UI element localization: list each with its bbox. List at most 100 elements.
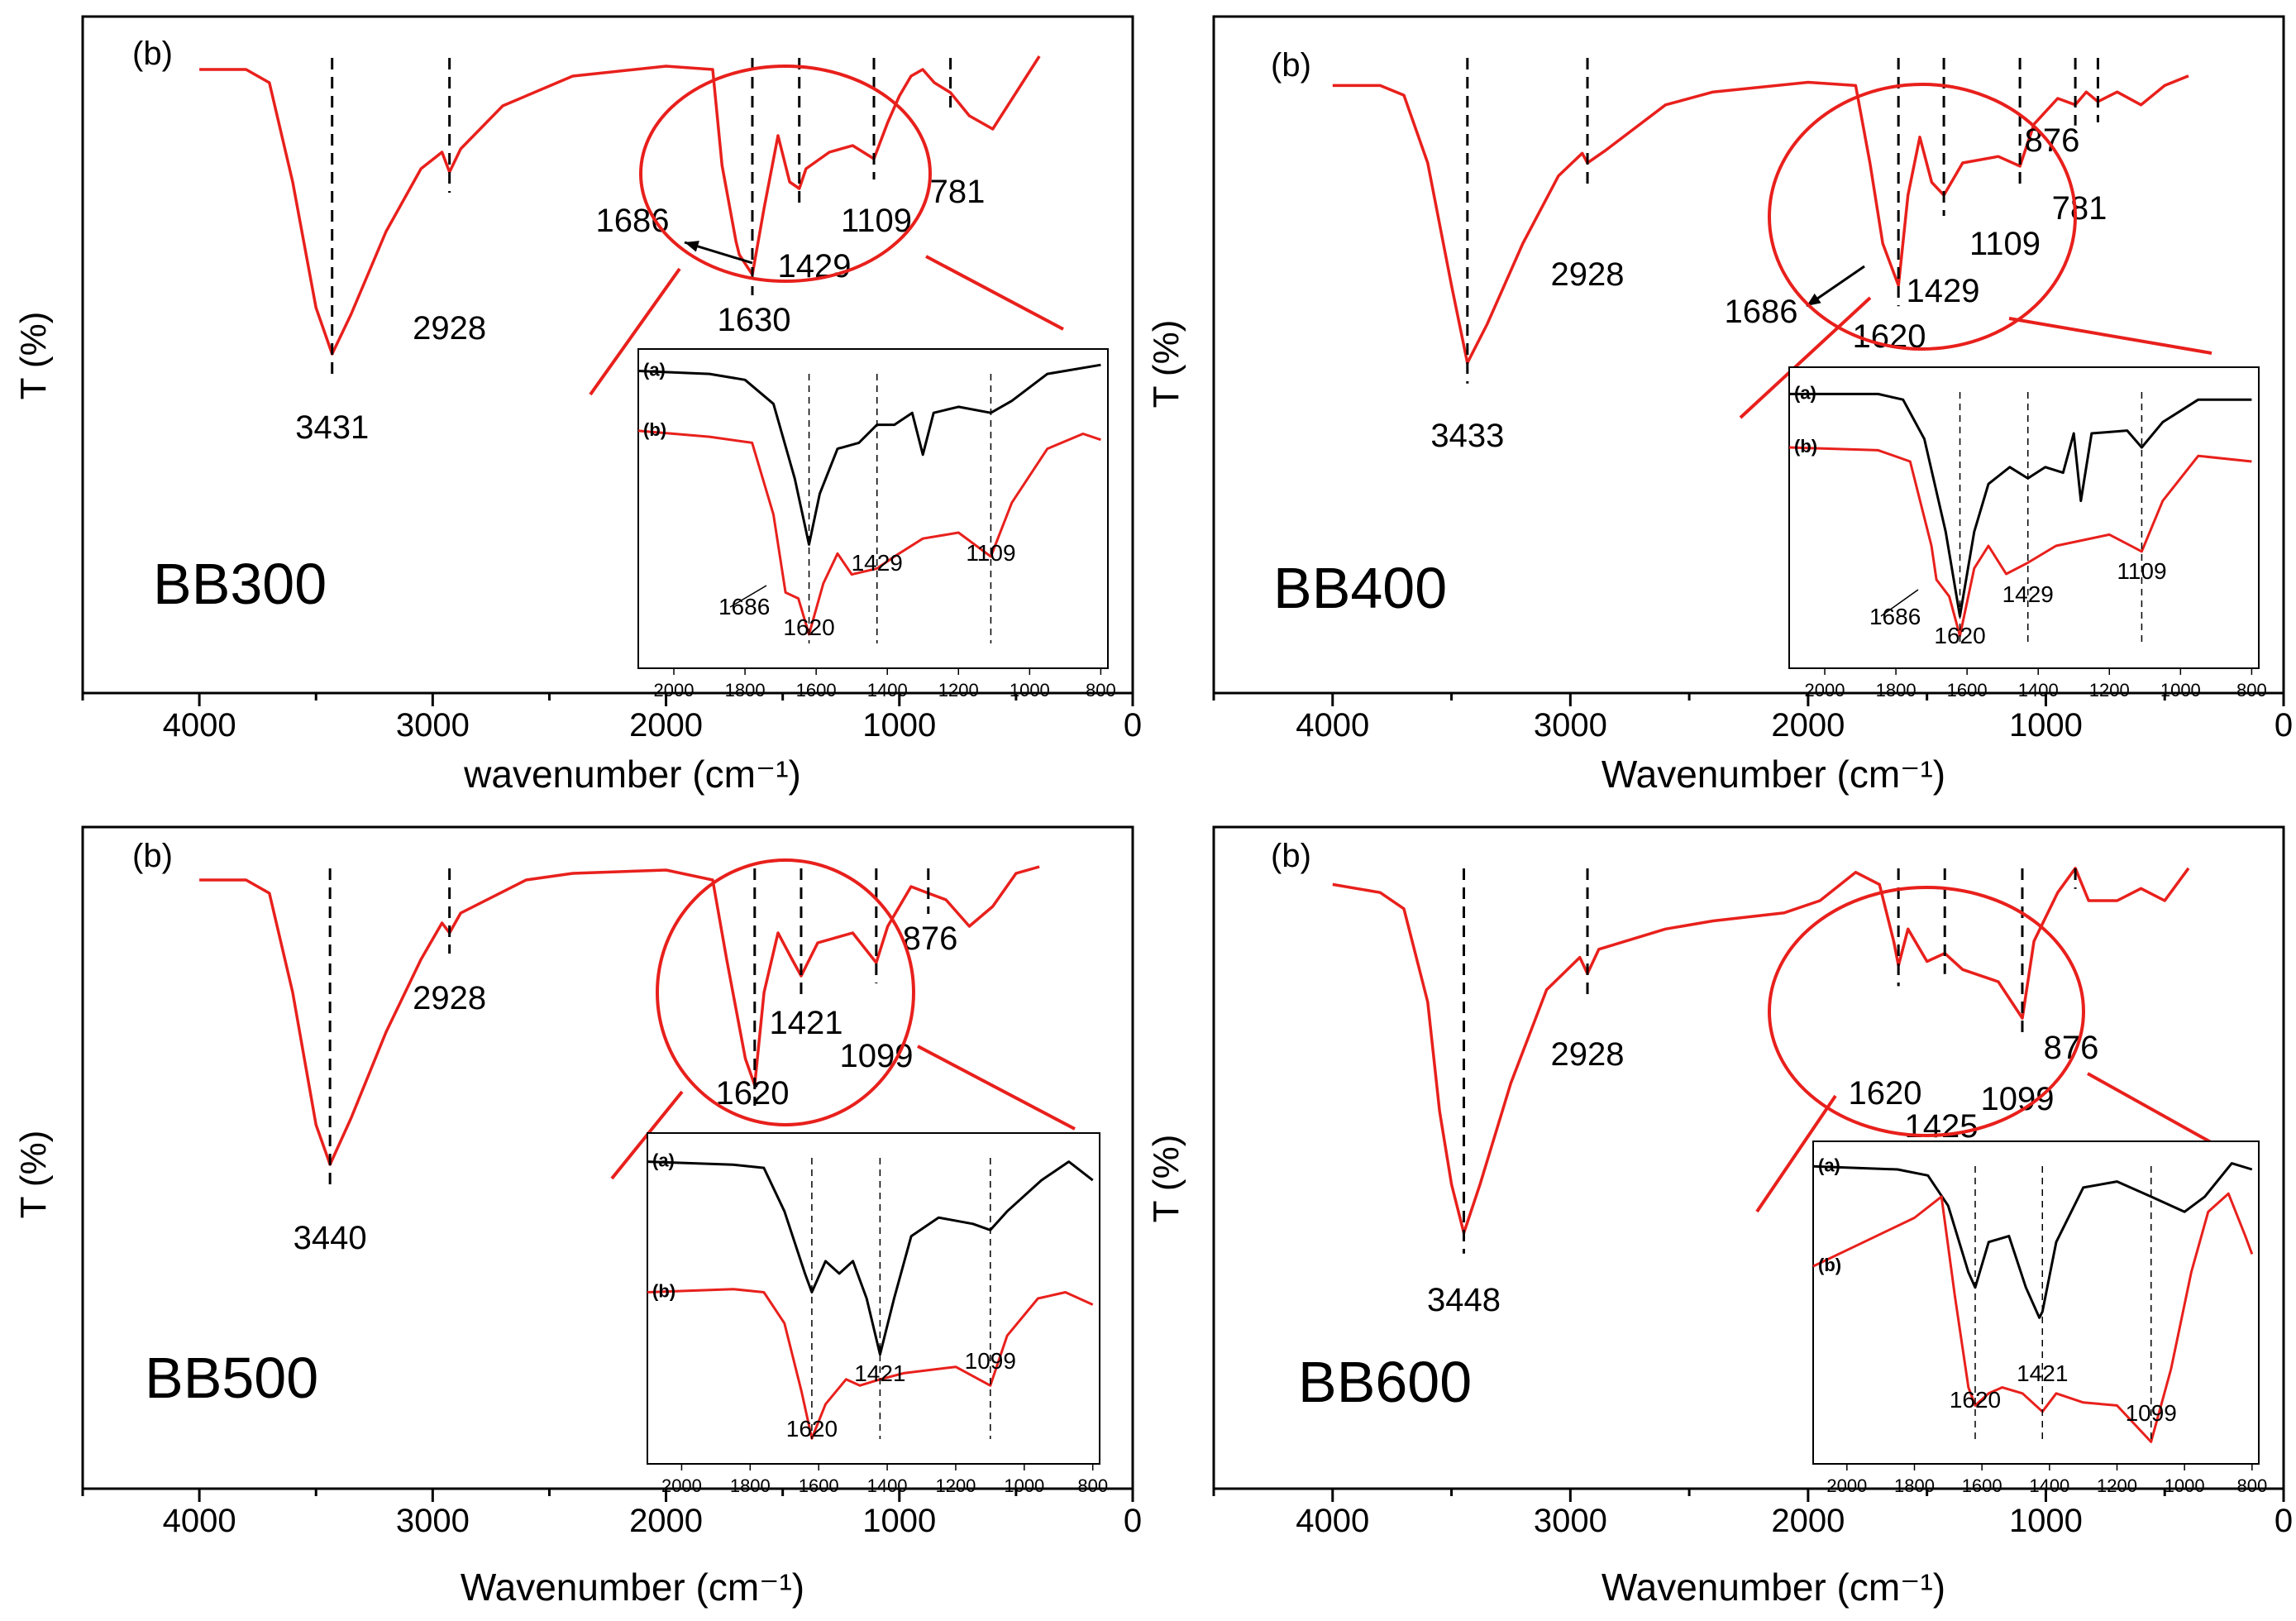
inset-peak-label-1620: 1620: [786, 1416, 838, 1442]
zoom-connector: [925, 255, 1064, 331]
inset-x-tick-label: 1200: [2097, 1475, 2137, 1496]
zoom-circle: [1768, 886, 2085, 1137]
peak-label-1686: 1686: [596, 203, 670, 239]
peak-label-3431: 3431: [295, 409, 369, 446]
inset-x-tick-label: 1400: [2029, 1475, 2069, 1496]
peak-label-2928: 2928: [413, 310, 486, 347]
x-tick-label: 0: [2275, 707, 2293, 744]
peak-label-876: 876: [903, 920, 958, 957]
peak-label-781: 781: [930, 174, 986, 210]
peak-label-2928: 2928: [1551, 256, 1625, 293]
inset-spectrum-a: [1789, 392, 2252, 618]
zoom-connector: [1755, 1094, 1837, 1213]
inset-x-tick-label: 2000: [661, 1475, 702, 1496]
inset-peak-label-1421: 1421: [2017, 1360, 2068, 1386]
series-tag: (b): [132, 838, 173, 874]
panel-label: BB400: [1273, 556, 1447, 620]
inset-x-tick-label: 1000: [2160, 680, 2201, 701]
panel-label: BB500: [145, 1346, 318, 1410]
inset-x-tick-label: 1400: [2018, 680, 2059, 701]
inset-spectrum-a: [1812, 1162, 2253, 1319]
inset-x-tick-label: 800: [1086, 680, 1116, 701]
inset-x-tick-label: 1800: [725, 680, 766, 701]
zoom-connector: [917, 1045, 1076, 1131]
inset-frame: [1812, 1140, 2260, 1465]
annotation-arrowhead: [1807, 293, 1821, 306]
x-tick-label: 1000: [2009, 707, 2083, 744]
zoom-circle: [639, 65, 932, 283]
inset-spectrum-b: [647, 1288, 1094, 1440]
peak-label-1099: 1099: [840, 1038, 914, 1074]
inset-spectrum-b: [1788, 446, 2252, 638]
series-tag: (b): [1271, 47, 1311, 84]
inset-peak-label-1429: 1429: [852, 550, 903, 576]
x-tick-label: 4000: [163, 707, 236, 744]
y-axis-label: T (%): [13, 1131, 54, 1219]
inset-x-tick-label: 1200: [935, 1475, 976, 1496]
x-tick-label: 3000: [1534, 707, 1607, 744]
inset-x-tick-label: 2000: [1826, 1475, 1867, 1496]
peak-label-3440: 3440: [294, 1220, 367, 1256]
annotation-arrowhead: [685, 241, 699, 252]
spectrum-line-b: [1332, 74, 2189, 365]
peak-label-1109: 1109: [1969, 226, 2041, 262]
inset-x-tick-label: 1000: [1010, 680, 1050, 701]
y-axis-label: T (%): [13, 312, 54, 400]
zoom-connector: [2087, 1072, 2225, 1151]
inset-peak-label-1620: 1620: [1950, 1387, 2001, 1413]
peak-label-876: 876: [2025, 122, 2080, 159]
peak-label-3433: 3433: [1430, 418, 1504, 454]
peak-label-1630: 1630: [718, 302, 791, 338]
peak-label-1686: 1686: [1725, 294, 1798, 330]
x-tick-label: 0: [1124, 1503, 1142, 1539]
spectrum-line-b: [199, 865, 1040, 1166]
x-tick-label: 1000: [862, 707, 936, 744]
inset-series-tag: (b): [1818, 1255, 1841, 1275]
peak-label-1425: 1425: [1905, 1108, 1979, 1145]
inset-annotation-arrow: [1880, 589, 1919, 617]
plot-frame: [81, 15, 1134, 695]
chart-panel-bb400: 4000 3000 2000 1000 0 Wavenumber (cm⁻¹) T (%) (…: [1146, 15, 2293, 796]
inset-spectrum-b: [637, 429, 1101, 636]
peak-label-1429: 1429: [1907, 273, 1980, 309]
inset-x-tick-label: 1000: [1004, 1475, 1044, 1496]
x-tick-label: 0: [2275, 1503, 2293, 1539]
spectrum-line-b: [1332, 867, 2190, 1235]
inset-frame: [637, 348, 1109, 669]
peak-label-3448: 3448: [1427, 1282, 1501, 1318]
chart-panel-bb500: 4000 3000 2000 1000 0 Wavenumber (cm⁻¹) T (%) (…: [13, 825, 1142, 1609]
peak-label-2928: 2928: [413, 980, 486, 1016]
inset-annotation-arrow: [729, 585, 767, 608]
zoom-connector: [2008, 317, 2212, 355]
inset-peak-label-1099: 1099: [965, 1348, 1016, 1374]
peak-label-2928: 2928: [1551, 1036, 1625, 1073]
panel-label: BB600: [1298, 1350, 1472, 1414]
chart-panel-bb600: 4000 3000 2000 1000 0 Wavenumber (cm⁻¹) T (%) (…: [1146, 825, 2293, 1609]
inset-chart: 2000 1800 1600 1400 1200 1000 800 (a) (b) 1686 162…: [637, 348, 1116, 701]
inset-frame: [1788, 366, 2260, 669]
y-axis-label: T (%): [1146, 320, 1186, 409]
inset-x-tick-label: 1800: [730, 1475, 771, 1496]
inset-peak-label-1421: 1421: [854, 1360, 905, 1386]
plot-frame: [1212, 15, 2285, 695]
inset-peak-label-1620: 1620: [783, 614, 834, 640]
x-tick-label: 1000: [2009, 1503, 2083, 1539]
inset-x-tick-label: 1800: [1876, 680, 1917, 701]
inset-series-tag: (b): [1794, 436, 1817, 457]
x-tick-label: 2000: [629, 707, 703, 744]
x-axis-label: Wavenumber (cm⁻¹): [1601, 1566, 1945, 1609]
x-tick-label: 2000: [629, 1503, 703, 1539]
inset-series-tag: (a): [1794, 382, 1816, 403]
inset-series-tag: (a): [643, 359, 666, 380]
inset-x-tick-label: 1600: [799, 1475, 839, 1496]
zoom-circle: [1768, 83, 2077, 351]
x-tick-label: 3000: [396, 1503, 470, 1539]
inset-x-tick-label: 800: [2236, 680, 2267, 701]
series-tag: (b): [132, 36, 173, 72]
inset-spectrum-a: [647, 1160, 1094, 1356]
inset-x-tick-label: 1000: [2165, 1475, 2205, 1496]
inset-x-tick-label: 1600: [1962, 1475, 2002, 1496]
inset-peak-label-1099: 1099: [2126, 1400, 2177, 1426]
x-tick-label: 3000: [396, 707, 470, 744]
